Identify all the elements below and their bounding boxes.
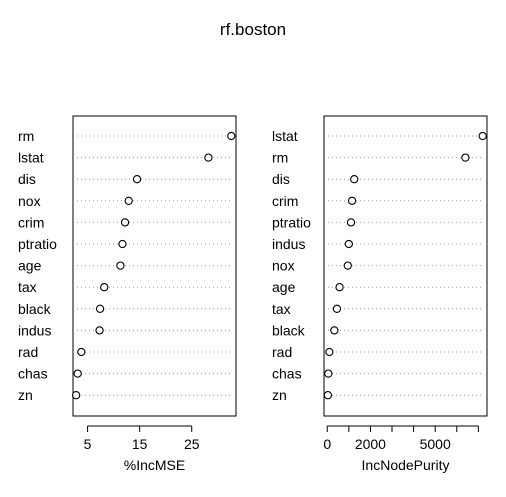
x-tick-label: 2000 [355, 436, 386, 452]
variable-label: dis [272, 171, 290, 187]
x-axis-title: IncNodePurity [362, 457, 450, 473]
variable-label: lstat [272, 128, 298, 144]
variable-label: indus [272, 236, 305, 252]
variable-label: ptratio [18, 236, 57, 252]
data-point [120, 218, 130, 227]
x-tick-label: 5000 [420, 436, 451, 452]
variable-label: dis [18, 171, 36, 187]
data-point [116, 261, 125, 270]
variable-label: nox [272, 258, 295, 274]
variable-label: nox [18, 193, 41, 209]
variable-label: rm [272, 150, 288, 166]
x-tick-label: 25 [184, 436, 200, 452]
variable-label: age [18, 258, 42, 274]
mse-importance-panel: rm lstat dis nox crim ptratio age tax black indus… [18, 115, 237, 473]
x-tick-label: 5 [84, 436, 92, 452]
variable-label: rad [18, 344, 38, 360]
data-point [95, 326, 104, 335]
data-point [461, 153, 470, 162]
data-point [350, 175, 359, 184]
variable-label: rm [18, 128, 34, 144]
data-point [325, 347, 334, 357]
data-point [343, 261, 352, 270]
variable-label: rad [272, 344, 292, 360]
data-point [118, 239, 127, 249]
variable-label: indus [18, 322, 51, 338]
data-point [71, 391, 81, 400]
variable-label: crim [18, 214, 44, 230]
node-purity-importance-panel: lstat rm dis crim ptratio indus nox age tax black… [272, 115, 488, 473]
variable-label: crim [272, 193, 298, 209]
variable-label: ptratio [272, 214, 311, 230]
data-point [227, 131, 236, 141]
data-point [346, 218, 356, 227]
x-tick-label: 0 [323, 436, 331, 452]
data-point [324, 369, 333, 378]
variable-label: black [18, 301, 52, 317]
variable-label: zn [18, 387, 33, 403]
variable-label: tax [18, 279, 37, 295]
data-point [323, 391, 333, 400]
variable-label: age [272, 279, 296, 295]
data-point [124, 196, 133, 205]
data-point [77, 347, 86, 357]
variable-label: zn [272, 387, 287, 403]
data-point [335, 283, 344, 292]
data-point [73, 369, 82, 378]
variable-label: tax [272, 301, 291, 317]
data-point [330, 326, 339, 335]
data-point [204, 153, 213, 162]
x-tick-label: 15 [132, 436, 148, 452]
variable-label: lstat [18, 150, 44, 166]
chart-title: rf.boston [220, 20, 286, 39]
data-point [347, 196, 357, 205]
data-point [478, 131, 487, 141]
plot-frame [72, 115, 237, 417]
plot-frame [323, 115, 488, 417]
data-point [95, 304, 105, 313]
data-point [332, 304, 342, 313]
data-point [344, 239, 353, 249]
x-axis-title: %IncMSE [124, 457, 185, 473]
variable-label: chas [18, 366, 48, 382]
variable-label: black [272, 322, 306, 338]
data-point [132, 175, 142, 184]
variable-label: chas [272, 366, 302, 382]
data-point [100, 283, 109, 292]
